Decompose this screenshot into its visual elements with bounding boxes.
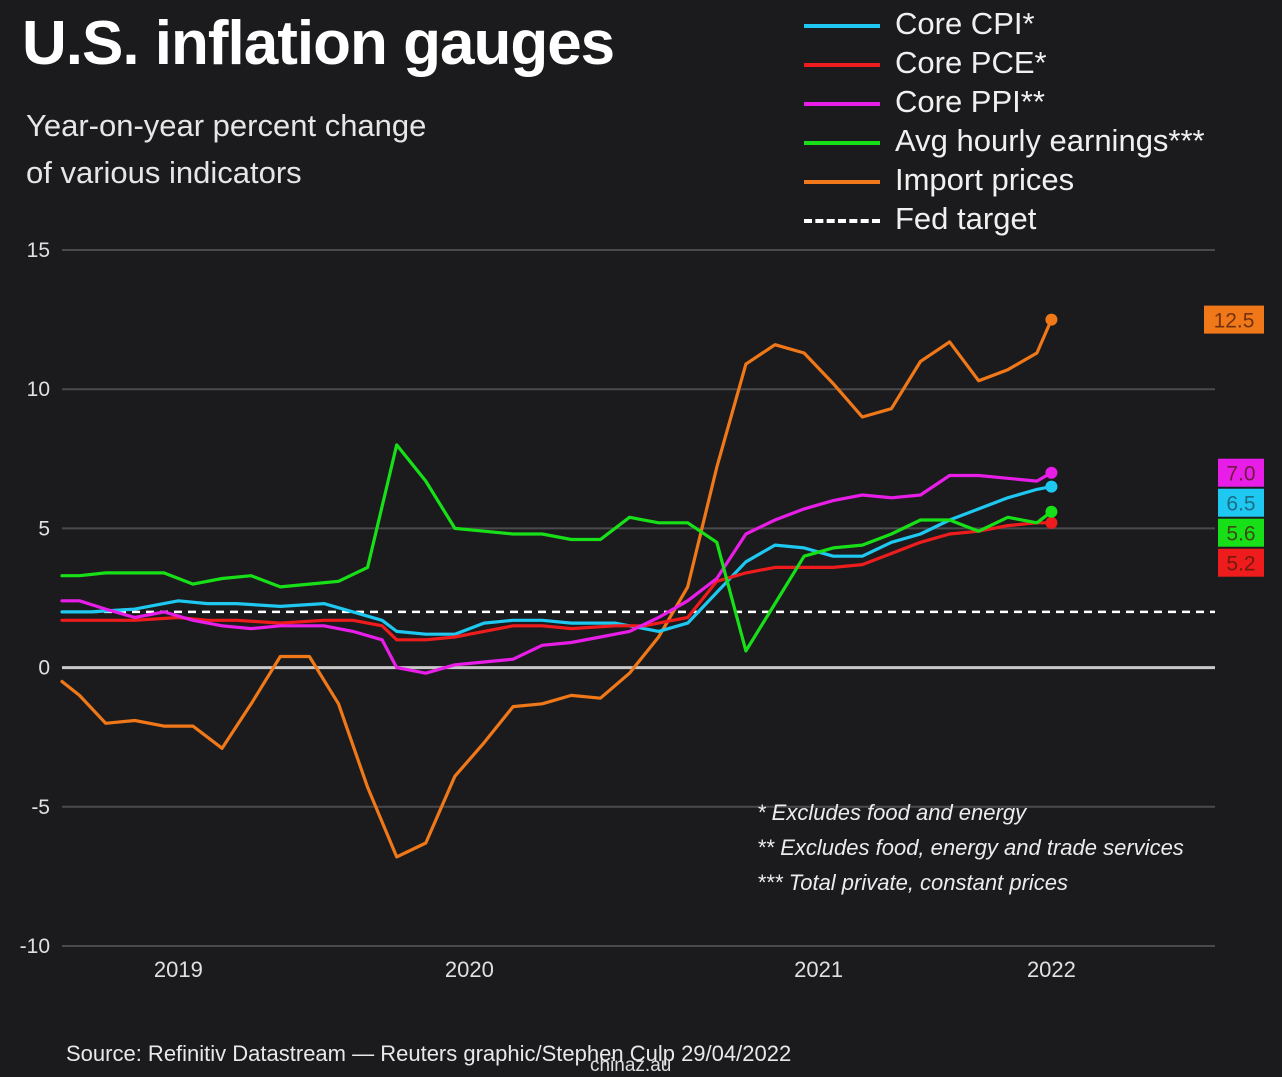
end-value-badge-import-prices	[1204, 305, 1264, 334]
series-line-import-prices	[60, 318, 1054, 859]
x-tick-label: 2020	[445, 957, 494, 982]
legend-label-fed-target: Fed target	[895, 201, 1037, 236]
legend-swatch-import-prices	[804, 180, 880, 184]
end-value-badge-core-pce	[1218, 548, 1264, 577]
legend-swatch-core-ppi	[804, 102, 880, 106]
series-line-avg-hourly-earnings	[60, 443, 1054, 653]
legend-item-core-pce: Core PCE*	[800, 45, 1270, 84]
watermark: chinaz.au	[590, 1055, 672, 1076]
y-tick-label: 0	[38, 657, 50, 680]
source-credit: Source: Refinitiv Datastream — Reuters g…	[66, 1041, 792, 1066]
end-value-label-import-prices: 12.5	[1214, 310, 1255, 333]
end-value-badge-avg-hourly-earnings	[1218, 518, 1264, 547]
legend-item-avg-hourly-earnings: Avg hourly earnings***	[800, 123, 1270, 162]
legend-swatch-fed-target	[804, 219, 880, 223]
end-value-badge-core-cpi	[1218, 488, 1264, 517]
x-tick-label: 2021	[794, 957, 843, 982]
legend-label-core-pce: Core PCE*	[895, 45, 1047, 80]
y-tick-label: -10	[20, 935, 50, 958]
series-line-core-cpi	[60, 485, 1054, 636]
legend-item-core-ppi: Core PPI**	[800, 84, 1270, 123]
end-value-label-core-cpi: 6.5	[1226, 493, 1255, 516]
legend-label-core-ppi: Core PPI**	[895, 84, 1045, 119]
y-tick-label: 5	[38, 517, 50, 540]
end-value-badge-core-ppi	[1218, 458, 1264, 487]
subtitle-line-1: Year-on-year percent change	[26, 108, 427, 143]
end-point-core-cpi	[1045, 480, 1058, 493]
legend-item-core-cpi: Core CPI*	[800, 6, 1270, 45]
end-point-avg-hourly-earnings	[1045, 505, 1058, 518]
series-line-core-ppi	[60, 471, 1054, 675]
y-tick-label: -5	[31, 796, 50, 819]
legend-swatch-core-pce	[804, 63, 880, 67]
footnote-1: * Excludes food and energy	[757, 800, 1027, 825]
x-tick-label: 2019	[154, 957, 203, 982]
end-point-core-pce	[1045, 516, 1058, 529]
y-tick-label: 10	[27, 378, 50, 401]
legend-item-fed-target: Fed target	[800, 201, 1270, 240]
legend-swatch-avg-hourly-earnings	[804, 141, 880, 145]
y-tick-label: 15	[27, 239, 50, 262]
legend-label-avg-hourly-earnings: Avg hourly earnings***	[895, 123, 1205, 158]
legend-label-import-prices: Import prices	[895, 162, 1075, 197]
end-value-label-core-pce: 5.2	[1226, 553, 1255, 576]
legend-swatch-core-cpi	[804, 24, 880, 28]
end-value-label-avg-hourly-earnings: 5.6	[1226, 523, 1255, 546]
legend-label-core-cpi: Core CPI*	[895, 6, 1035, 41]
footnote-2: ** Excludes food, energy and trade servi…	[757, 835, 1184, 860]
series-line-core-pce	[60, 521, 1054, 642]
end-value-label-core-ppi: 7.0	[1226, 463, 1255, 486]
chart-title: U.S. inflation gauges	[22, 9, 615, 78]
end-point-core-ppi	[1045, 466, 1058, 479]
end-point-import-prices	[1045, 313, 1058, 326]
chart-subtitle: Year-on-year percent change of various i…	[26, 102, 546, 196]
footnotes: * Excludes food and energy ** Excludes f…	[757, 800, 1184, 905]
subtitle-line-2: of various indicators	[26, 155, 302, 190]
x-tick-label: 2022	[1027, 957, 1076, 982]
footnote-3: *** Total private, constant prices	[757, 870, 1069, 895]
legend-item-import-prices: Import prices	[800, 162, 1270, 201]
